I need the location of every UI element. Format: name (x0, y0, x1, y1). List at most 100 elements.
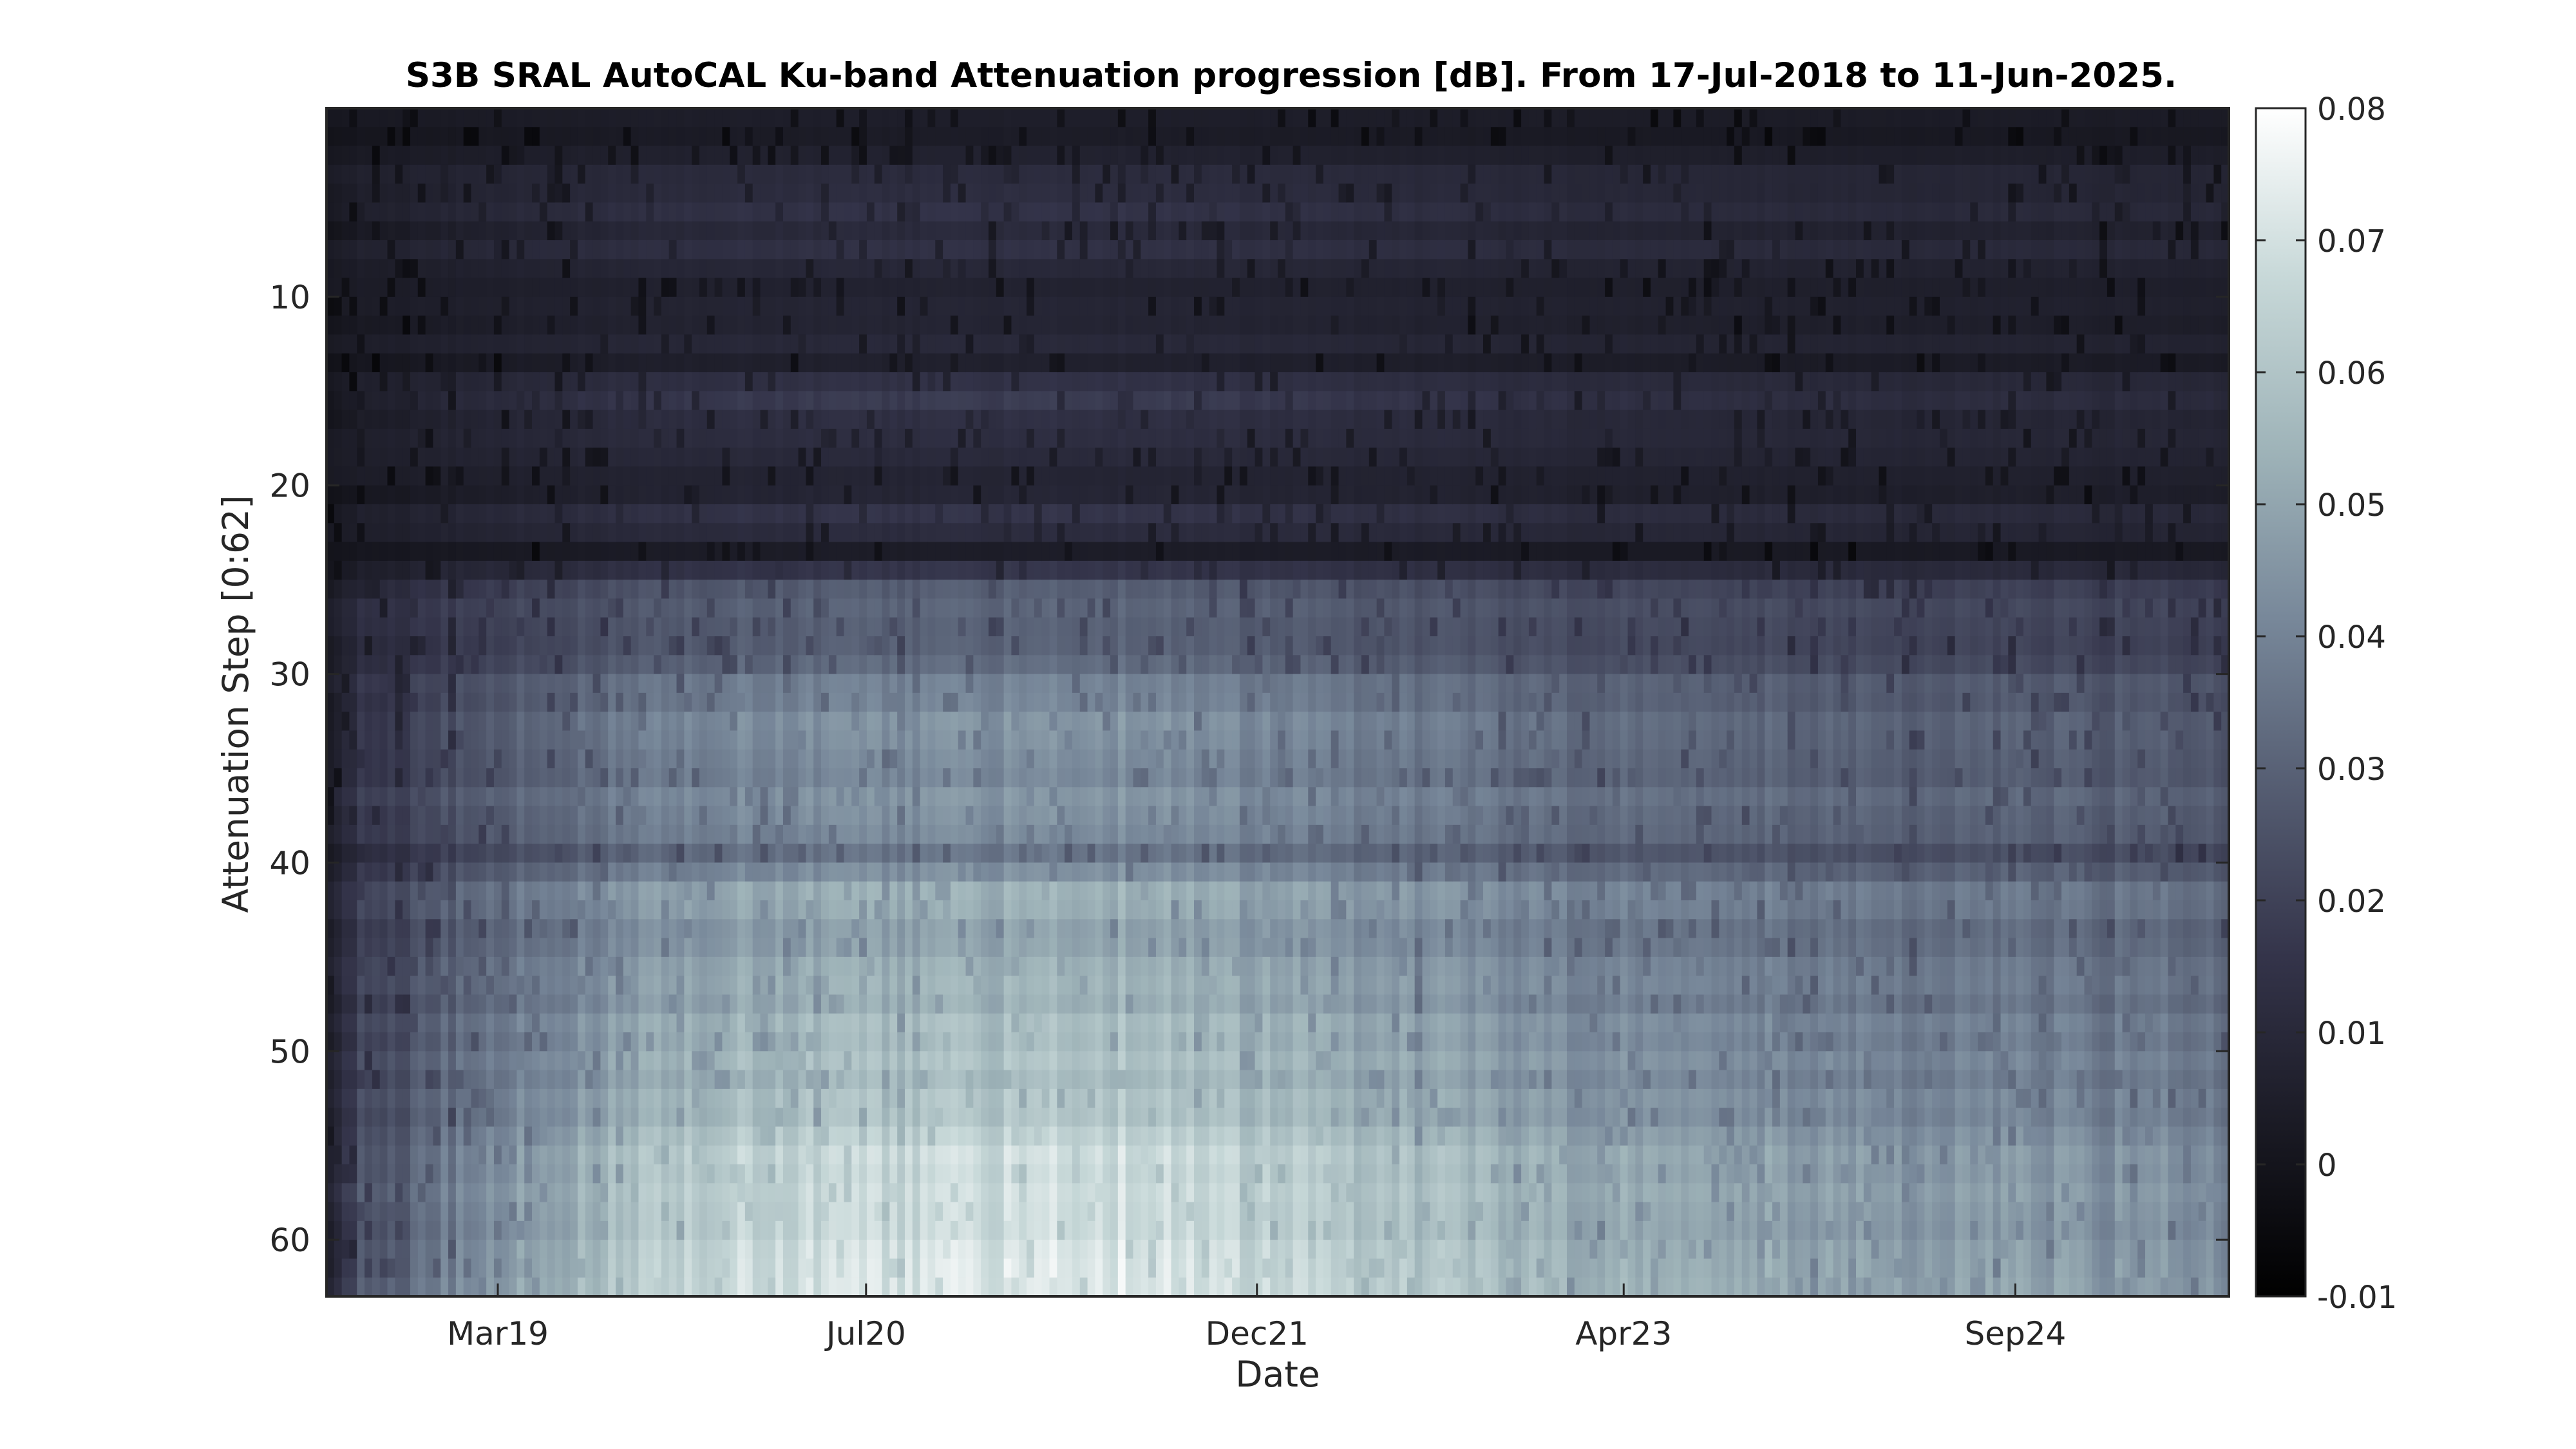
heatmap-cell (782, 296, 791, 316)
heatmap-cell (341, 1108, 350, 1128)
heatmap-cell (821, 1220, 829, 1240)
heatmap-cell (699, 976, 708, 996)
heatmap-cell (592, 1145, 601, 1165)
heatmap-cell (410, 184, 419, 204)
heatmap-cell (509, 787, 517, 807)
heatmap-cell (912, 994, 921, 1014)
heatmap-cell (433, 372, 441, 392)
heatmap-cell (585, 278, 594, 298)
heatmap-cell (684, 1220, 692, 1240)
heatmap-cell (790, 146, 799, 166)
heatmap-cell (616, 580, 624, 600)
heatmap-cell (341, 674, 350, 694)
heatmap-cell (570, 1220, 578, 1240)
heatmap-cell (455, 146, 464, 166)
heatmap-cell (798, 504, 807, 524)
heatmap-cell (813, 542, 822, 562)
heatmap-cell (882, 448, 890, 468)
heatmap-cell (730, 1051, 738, 1071)
heatmap-cell (577, 184, 586, 204)
heatmap-cell (547, 485, 556, 505)
heatmap-cell (379, 580, 388, 600)
heatmap-cell (714, 523, 723, 543)
heatmap-cell (782, 598, 791, 618)
heatmap-cell (646, 692, 654, 712)
heatmap-cell (897, 636, 905, 656)
heatmap-cell (417, 278, 426, 298)
heatmap-cell (501, 278, 510, 298)
heatmap-cell (730, 806, 738, 826)
heatmap-cell (608, 806, 616, 826)
heatmap-cell (889, 1126, 898, 1146)
heatmap-cell (661, 712, 670, 732)
heatmap-cell (600, 278, 609, 298)
heatmap-cell (410, 636, 419, 656)
heatmap-cell (782, 485, 791, 505)
heatmap-cell (668, 1258, 677, 1278)
heatmap-cell (547, 296, 556, 316)
heatmap-cell (661, 655, 670, 675)
heatmap-cell (592, 938, 601, 958)
heatmap-cell (395, 410, 403, 430)
heatmap-cell (768, 448, 776, 468)
heatmap-cell (341, 749, 350, 769)
heatmap-cell (730, 674, 738, 694)
heatmap-cell (463, 674, 472, 694)
heatmap-cell (859, 296, 867, 316)
heatmap-cell (851, 1164, 860, 1184)
heatmap-cell (866, 1164, 875, 1184)
heatmap-cell (516, 1258, 525, 1278)
heatmap-cell (844, 372, 852, 392)
heatmap-cell (463, 428, 472, 448)
heatmap-cell (623, 617, 632, 637)
heatmap-cell (570, 712, 578, 732)
heatmap-cell (440, 1013, 449, 1033)
heatmap-cell (387, 278, 395, 298)
heatmap-cell (357, 1088, 365, 1108)
heatmap-cell (524, 844, 533, 864)
heatmap-cell (341, 221, 350, 241)
heatmap-cell (608, 146, 616, 166)
heatmap-cell (676, 692, 685, 712)
heatmap-cell (859, 617, 867, 637)
heatmap-cell (402, 221, 411, 241)
heatmap-cell (874, 938, 883, 958)
heatmap-cell (836, 391, 845, 411)
heatmap-cell (714, 1202, 723, 1222)
heatmap-cell (509, 296, 517, 316)
heatmap-cell (722, 787, 730, 807)
heatmap-cell (539, 1013, 548, 1033)
heatmap-cell (623, 1145, 632, 1165)
heatmap-cell (562, 938, 571, 958)
heatmap-cell (562, 787, 571, 807)
heatmap-cell (844, 1108, 852, 1128)
heatmap-cell (440, 278, 449, 298)
heatmap-cell (387, 881, 395, 901)
heatmap-cell (859, 580, 867, 600)
heatmap-cell (509, 410, 517, 430)
heatmap-cell (562, 636, 571, 656)
heatmap-cell (410, 938, 419, 958)
heatmap-cell (623, 391, 632, 411)
heatmap-cell (532, 523, 540, 543)
heatmap-cell (790, 674, 799, 694)
heatmap-cell (905, 108, 913, 128)
heatmap-cell (828, 410, 837, 430)
heatmap-cell (714, 466, 723, 486)
heatmap-cell (402, 976, 411, 996)
heatmap-cell (327, 1202, 335, 1222)
heatmap-cell (493, 353, 502, 373)
heatmap-cell (828, 1051, 837, 1071)
heatmap-cell (478, 523, 487, 543)
heatmap-cell (806, 1202, 814, 1222)
heatmap-cell (570, 844, 578, 864)
heatmap-cell (387, 956, 395, 976)
heatmap-cell (577, 674, 586, 694)
heatmap-cell (676, 749, 685, 769)
heatmap-cell (790, 296, 799, 316)
heatmap-cell (600, 316, 609, 336)
heatmap-cell (395, 844, 403, 864)
heatmap-cell (851, 1013, 860, 1033)
heatmap-cell (577, 466, 586, 486)
heatmap-cell (600, 938, 609, 958)
